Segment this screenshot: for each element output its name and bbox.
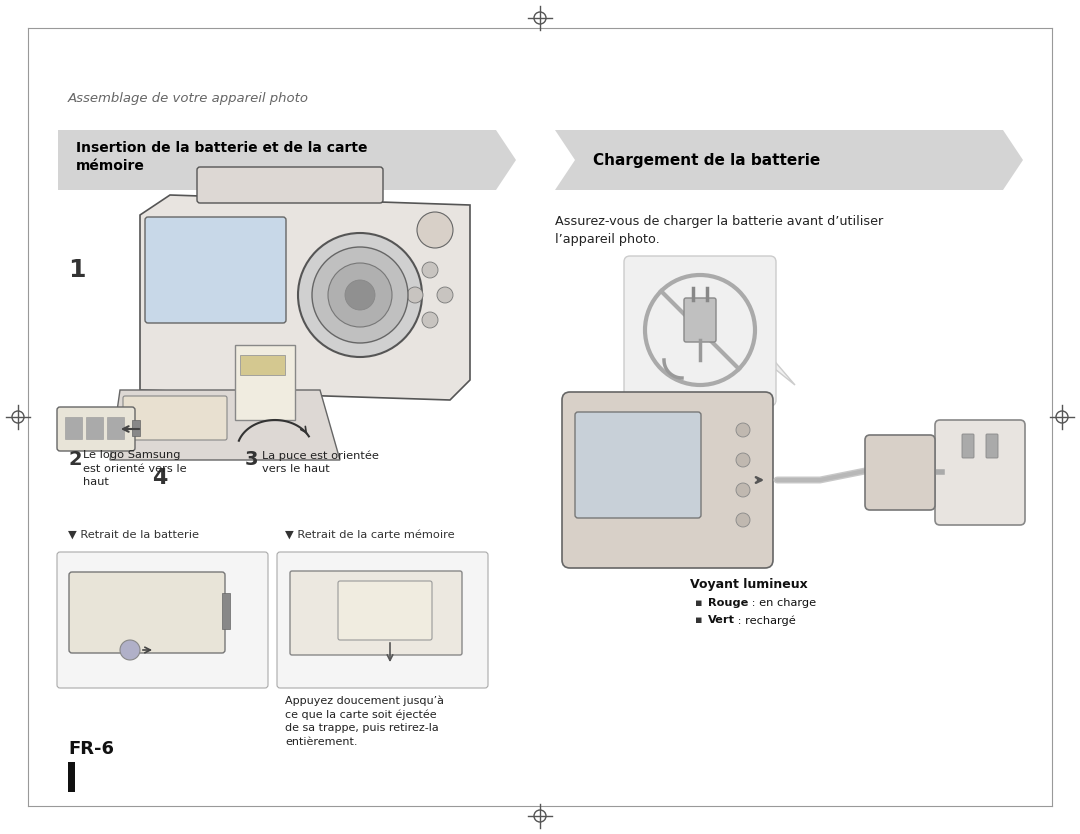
FancyBboxPatch shape <box>123 396 227 440</box>
Circle shape <box>417 212 453 248</box>
FancyBboxPatch shape <box>86 417 103 439</box>
FancyBboxPatch shape <box>962 434 974 458</box>
Circle shape <box>735 453 750 467</box>
Circle shape <box>422 312 438 328</box>
FancyBboxPatch shape <box>575 412 701 518</box>
Text: Voyant lumineux: Voyant lumineux <box>690 578 808 591</box>
FancyBboxPatch shape <box>57 407 135 451</box>
Circle shape <box>735 423 750 437</box>
FancyBboxPatch shape <box>65 417 82 439</box>
Text: Vert: Vert <box>708 615 735 625</box>
FancyBboxPatch shape <box>132 420 140 436</box>
Polygon shape <box>765 350 795 385</box>
Text: ▼ Retrait de la batterie: ▼ Retrait de la batterie <box>68 530 199 540</box>
Text: ▪: ▪ <box>696 615 702 625</box>
Text: : rechargé: : rechargé <box>734 615 796 626</box>
FancyBboxPatch shape <box>68 762 75 792</box>
Polygon shape <box>140 195 470 400</box>
FancyBboxPatch shape <box>935 420 1025 525</box>
Text: FR-6: FR-6 <box>68 740 114 758</box>
Text: 3: 3 <box>245 450 258 469</box>
FancyBboxPatch shape <box>107 417 124 439</box>
FancyBboxPatch shape <box>865 435 935 510</box>
Text: Chargement de la batterie: Chargement de la batterie <box>593 153 820 168</box>
FancyBboxPatch shape <box>624 256 777 406</box>
Text: 1: 1 <box>68 258 85 282</box>
FancyBboxPatch shape <box>562 392 773 568</box>
FancyBboxPatch shape <box>197 167 383 203</box>
Text: 2: 2 <box>68 450 82 469</box>
Circle shape <box>328 263 392 327</box>
Circle shape <box>437 287 453 303</box>
FancyBboxPatch shape <box>986 434 998 458</box>
Text: Rouge: Rouge <box>708 598 748 608</box>
FancyBboxPatch shape <box>240 355 285 375</box>
FancyBboxPatch shape <box>276 552 488 688</box>
FancyBboxPatch shape <box>684 298 716 342</box>
Circle shape <box>345 280 375 310</box>
Circle shape <box>120 640 140 660</box>
Polygon shape <box>58 130 516 190</box>
FancyBboxPatch shape <box>222 593 230 629</box>
Circle shape <box>407 287 423 303</box>
Circle shape <box>422 262 438 278</box>
Circle shape <box>735 483 750 497</box>
Text: La puce est orientée
vers le haut: La puce est orientée vers le haut <box>262 450 379 474</box>
Polygon shape <box>235 345 295 420</box>
Text: ▪: ▪ <box>696 598 702 608</box>
Text: ▼ Retrait de la carte mémoire: ▼ Retrait de la carte mémoire <box>285 530 455 540</box>
Text: Insertion de la batterie et de la carte
mémoire: Insertion de la batterie et de la carte … <box>76 141 367 173</box>
Text: Assurez-vous de charger la batterie avant d’utiliser
l’appareil photo.: Assurez-vous de charger la batterie avan… <box>555 215 883 246</box>
FancyBboxPatch shape <box>291 571 462 655</box>
Circle shape <box>312 247 408 343</box>
FancyBboxPatch shape <box>145 217 286 323</box>
FancyBboxPatch shape <box>338 581 432 640</box>
Circle shape <box>298 233 422 357</box>
Circle shape <box>735 513 750 527</box>
FancyBboxPatch shape <box>57 552 268 688</box>
Text: Appuyez doucement jusqu’à
ce que la carte soit éjectée
de sa trappe, puis retire: Appuyez doucement jusqu’à ce que la cart… <box>285 695 444 747</box>
FancyBboxPatch shape <box>69 572 225 653</box>
Text: : en charge: : en charge <box>748 598 816 608</box>
Text: 4: 4 <box>152 468 167 488</box>
Text: Assemblage de votre appareil photo: Assemblage de votre appareil photo <box>68 92 309 105</box>
Polygon shape <box>110 390 340 460</box>
Polygon shape <box>555 130 1023 190</box>
Text: Le logo Samsung
est orienté vers le
haut: Le logo Samsung est orienté vers le haut <box>83 450 187 487</box>
